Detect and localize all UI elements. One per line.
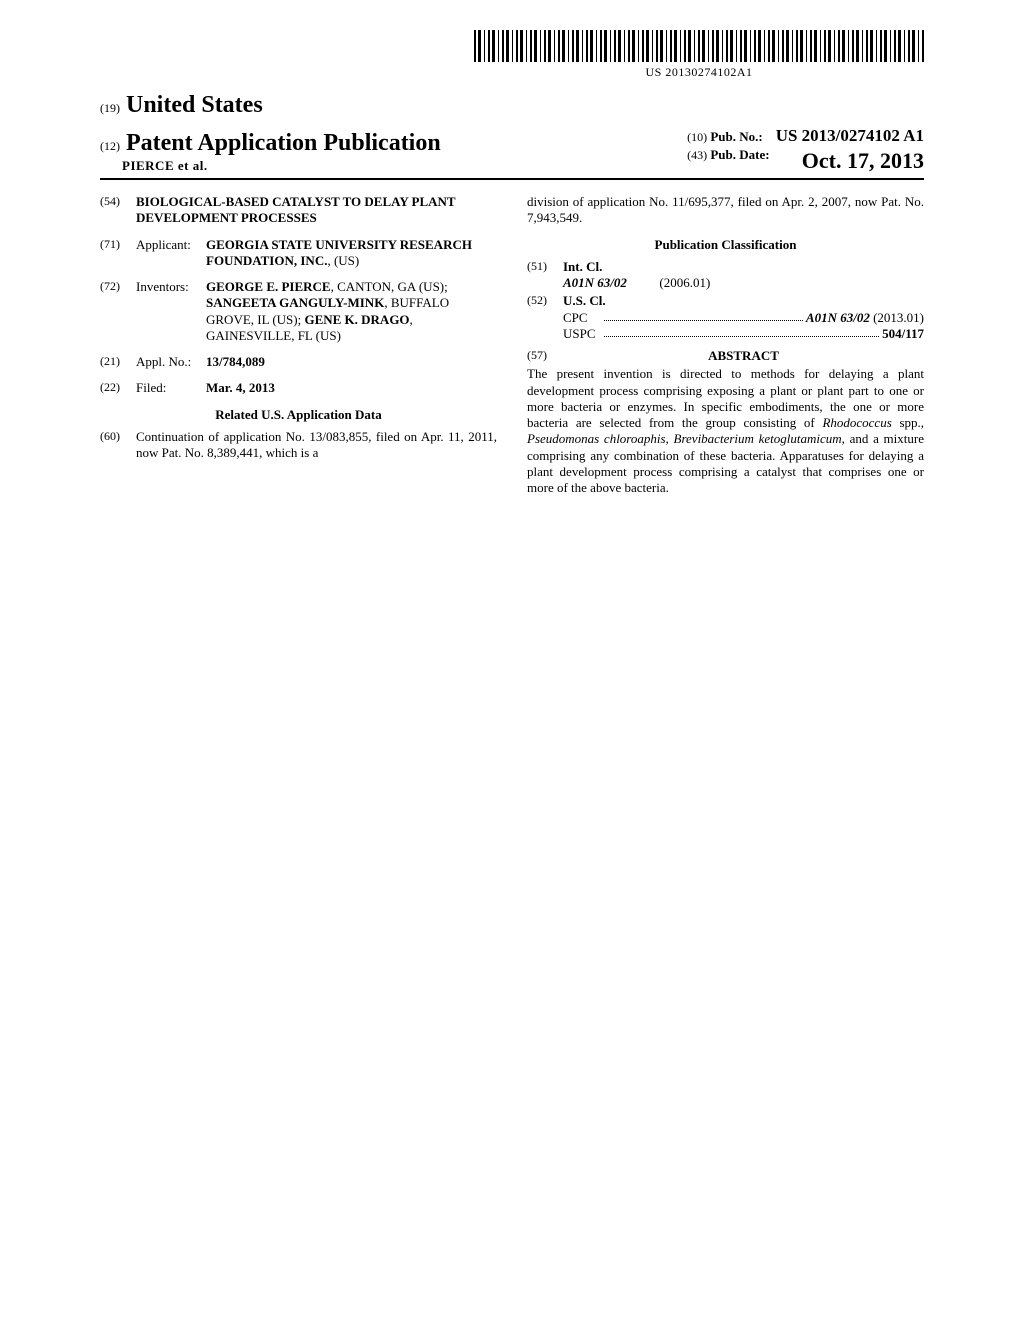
- related-text-col1: Continuation of application No. 13/083,8…: [136, 429, 497, 462]
- country-code: (19): [100, 101, 120, 115]
- pub-no-label: Pub. No.:: [710, 129, 762, 144]
- applicant-record: (71) Applicant: GEORGIA STATE UNIVERSITY…: [100, 237, 497, 270]
- intcl-label: Int. Cl.: [563, 259, 924, 275]
- cpc-row: CPC A01N 63/02 (2013.01): [563, 310, 924, 326]
- appl-no-record: (21) Appl. No.: 13/784,089: [100, 354, 497, 370]
- cpc-dots: [604, 310, 803, 321]
- uspc-label: USPC: [563, 326, 601, 342]
- applicant-code: (71): [100, 237, 136, 270]
- intcl-code: (51): [527, 259, 563, 292]
- abstract-code: (57): [527, 348, 563, 364]
- abstract-head-row: (57) ABSTRACT: [527, 348, 924, 364]
- intcl-body: Int. Cl. A01N 63/02 (2006.01): [563, 259, 924, 292]
- pub-header-right: (10) Pub. No.: US 2013/0274102 A1 (43) P…: [687, 125, 924, 174]
- related-data-head: Related U.S. Application Data: [100, 407, 497, 423]
- appl-no-code: (21): [100, 354, 136, 370]
- country-row: (19) United States: [100, 90, 924, 120]
- abstract-mid1: spp.,: [892, 415, 924, 430]
- doc-type: Patent Application Publication: [126, 130, 441, 156]
- title-record: (54) BIOLOGICAL-BASED CATALYST TO DELAY …: [100, 194, 497, 227]
- abstract-i2: Pseudomonas chloroaphis, Brevibacterium …: [527, 431, 842, 446]
- related-code: (60): [100, 429, 136, 462]
- pub-date-code: (43): [687, 148, 707, 162]
- authors-line: PIERCE et al.: [100, 158, 441, 174]
- pub-no-line: (10) Pub. No.: US 2013/0274102 A1: [687, 125, 924, 146]
- barcode-region: US 20130274102A1: [100, 30, 924, 80]
- pub-date: Oct. 17, 2013: [802, 147, 924, 175]
- related-text-col2: division of application No. 11/695,377, …: [527, 194, 924, 227]
- uspc-row: USPC 504/117: [563, 326, 924, 342]
- left-column: (54) BIOLOGICAL-BASED CATALYST TO DELAY …: [100, 194, 497, 496]
- appl-no-label: Appl. No.:: [136, 354, 206, 370]
- title-code: (54): [100, 194, 136, 227]
- barcode-text: US 20130274102A1: [474, 65, 924, 80]
- uscl-record: (52) U.S. Cl. CPC A01N 63/02 (2013.01) U…: [527, 293, 924, 342]
- intcl-line: A01N 63/02 (2006.01): [563, 275, 924, 291]
- pub-date-label: Pub. Date:: [710, 147, 769, 162]
- inventor3-name: GENE K. DRAGO: [304, 312, 409, 327]
- abstract-text: The present invention is directed to met…: [527, 366, 924, 496]
- appl-no: 13/784,089: [206, 354, 497, 370]
- intcl-record: (51) Int. Cl. A01N 63/02 (2006.01): [527, 259, 924, 292]
- uscl-body: U.S. Cl. CPC A01N 63/02 (2013.01) USPC 5…: [563, 293, 924, 342]
- cpc-val: A01N 63/02: [806, 310, 870, 325]
- inventors-record: (72) Inventors: GEORGE E. PIERCE, CANTON…: [100, 279, 497, 344]
- filed-record: (22) Filed: Mar. 4, 2013: [100, 380, 497, 396]
- cpc-date: (2013.01): [873, 310, 924, 325]
- inventors-code: (72): [100, 279, 136, 344]
- country: United States: [126, 92, 263, 118]
- pub-no: US 2013/0274102 A1: [776, 126, 924, 145]
- uspc-val: 504/117: [882, 326, 924, 342]
- intcl-val: A01N 63/02: [563, 275, 627, 290]
- uscl-label: U.S. Cl.: [563, 293, 924, 309]
- inventor1-name: GEORGE E. PIERCE: [206, 279, 331, 294]
- pub-no-code: (10): [687, 130, 707, 144]
- inventor1-loc: , CANTON, GA (US);: [331, 279, 448, 294]
- publication-header: (12) Patent Application Publication PIER…: [100, 125, 924, 180]
- inventors-body: GEORGE E. PIERCE, CANTON, GA (US); SANGE…: [206, 279, 497, 344]
- filed-label: Filed:: [136, 380, 206, 396]
- uscl-code: (52): [527, 293, 563, 342]
- body-columns: (54) BIOLOGICAL-BASED CATALYST TO DELAY …: [100, 194, 924, 496]
- inventors-label: Inventors:: [136, 279, 206, 344]
- applicant-body: GEORGIA STATE UNIVERSITY RESEARCH FOUNDA…: [206, 237, 497, 270]
- patent-page: US 20130274102A1 (19) United States (12)…: [0, 0, 1024, 536]
- abstract-head: ABSTRACT: [563, 348, 924, 364]
- uspc-dots: [604, 326, 879, 337]
- doc-type-line: (12) Patent Application Publication: [100, 128, 441, 158]
- applicant-country: (US): [334, 253, 359, 268]
- pubclass-head: Publication Classification: [527, 237, 924, 253]
- cpc-right: A01N 63/02 (2013.01): [806, 310, 924, 326]
- barcode: US 20130274102A1: [474, 30, 924, 80]
- pub-header-left: (12) Patent Application Publication PIER…: [100, 128, 441, 174]
- cpc-label: CPC: [563, 310, 601, 326]
- pub-date-line: (43) Pub. Date: Oct. 17, 2013: [687, 147, 924, 175]
- title: BIOLOGICAL-BASED CATALYST TO DELAY PLANT…: [136, 194, 497, 227]
- abstract-i1: Rhodococcus: [822, 415, 891, 430]
- related-record: (60) Continuation of application No. 13/…: [100, 429, 497, 462]
- applicant-label: Applicant:: [136, 237, 206, 270]
- right-column: division of application No. 11/695,377, …: [527, 194, 924, 496]
- inventor2-name: SANGEETA GANGULY-MINK: [206, 295, 384, 310]
- intcl-date: (2006.01): [659, 275, 710, 290]
- filed: Mar. 4, 2013: [206, 380, 497, 396]
- doc-type-code: (12): [100, 139, 120, 153]
- barcode-bars: [474, 30, 924, 62]
- filed-code: (22): [100, 380, 136, 396]
